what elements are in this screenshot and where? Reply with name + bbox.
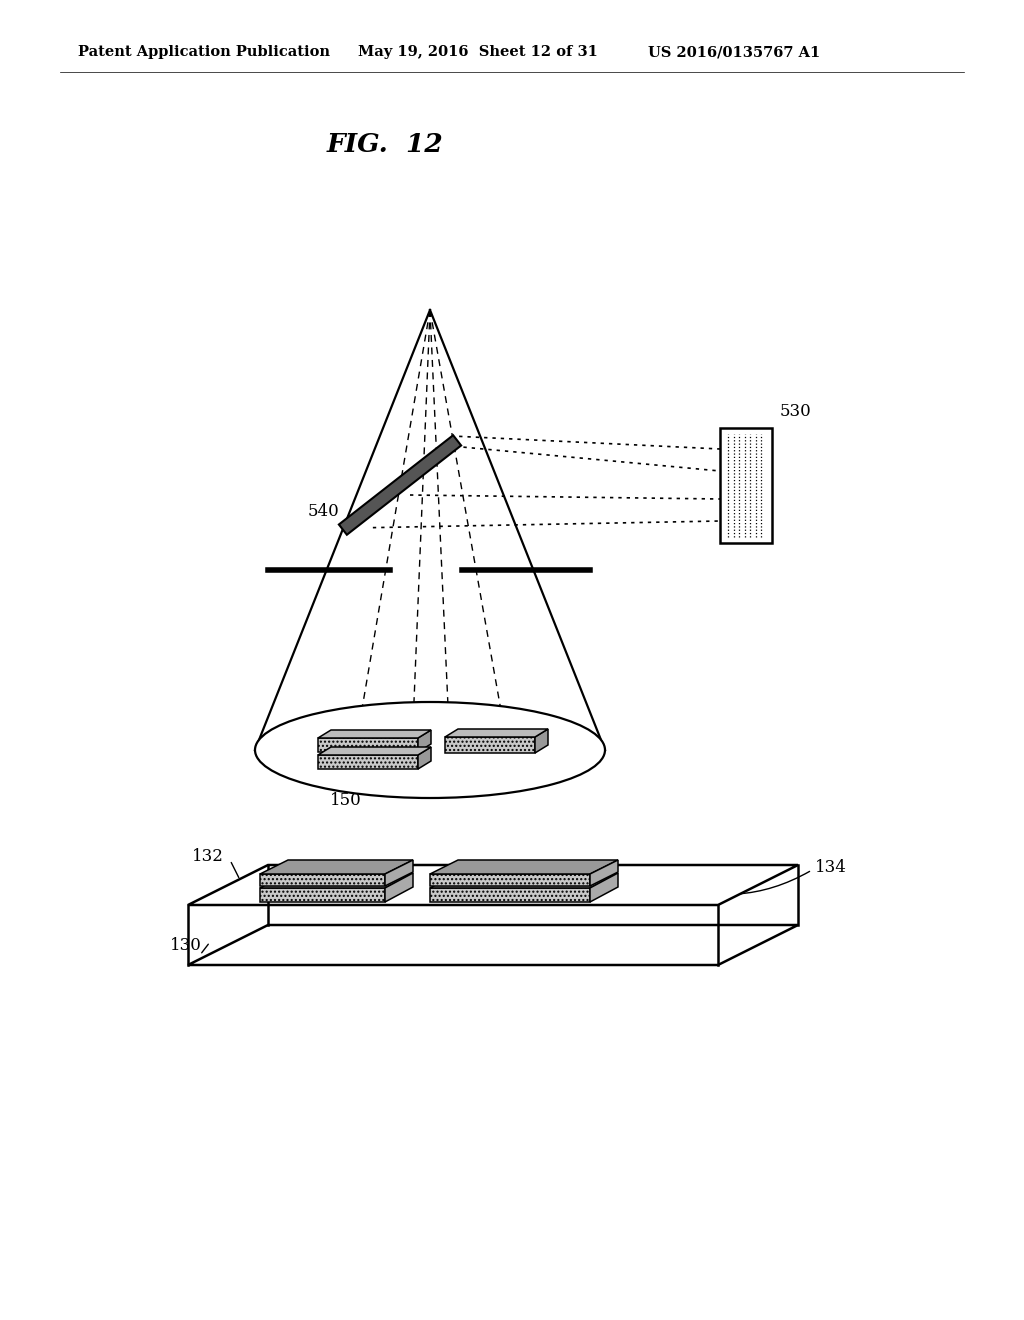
Text: 130: 130: [170, 936, 202, 953]
Polygon shape: [385, 861, 413, 886]
Polygon shape: [188, 925, 798, 965]
Text: 530: 530: [780, 403, 812, 420]
Polygon shape: [430, 873, 618, 888]
Text: 540: 540: [308, 503, 340, 520]
Polygon shape: [430, 861, 618, 874]
FancyArrowPatch shape: [663, 871, 810, 895]
Polygon shape: [318, 730, 431, 738]
Text: FIG.  12: FIG. 12: [327, 132, 443, 157]
Polygon shape: [418, 730, 431, 752]
Polygon shape: [260, 888, 385, 902]
Polygon shape: [590, 873, 618, 902]
Polygon shape: [385, 873, 413, 902]
Text: 132: 132: [193, 847, 224, 865]
Polygon shape: [430, 888, 590, 902]
Polygon shape: [188, 865, 798, 906]
Polygon shape: [430, 874, 590, 886]
Polygon shape: [260, 874, 385, 886]
Ellipse shape: [255, 702, 605, 799]
Text: 134: 134: [815, 858, 847, 875]
Polygon shape: [535, 729, 548, 752]
Polygon shape: [318, 738, 418, 752]
Polygon shape: [260, 861, 413, 874]
Polygon shape: [339, 436, 461, 535]
Polygon shape: [445, 737, 535, 752]
Text: US 2016/0135767 A1: US 2016/0135767 A1: [648, 45, 820, 59]
Polygon shape: [318, 747, 431, 755]
Polygon shape: [590, 861, 618, 886]
Text: 150: 150: [330, 792, 361, 809]
Text: Patent Application Publication: Patent Application Publication: [78, 45, 330, 59]
Polygon shape: [318, 755, 418, 770]
Text: May 19, 2016  Sheet 12 of 31: May 19, 2016 Sheet 12 of 31: [358, 45, 598, 59]
Polygon shape: [260, 873, 413, 888]
Polygon shape: [418, 747, 431, 770]
Bar: [720, 428, 772, 543]
Polygon shape: [445, 729, 548, 737]
